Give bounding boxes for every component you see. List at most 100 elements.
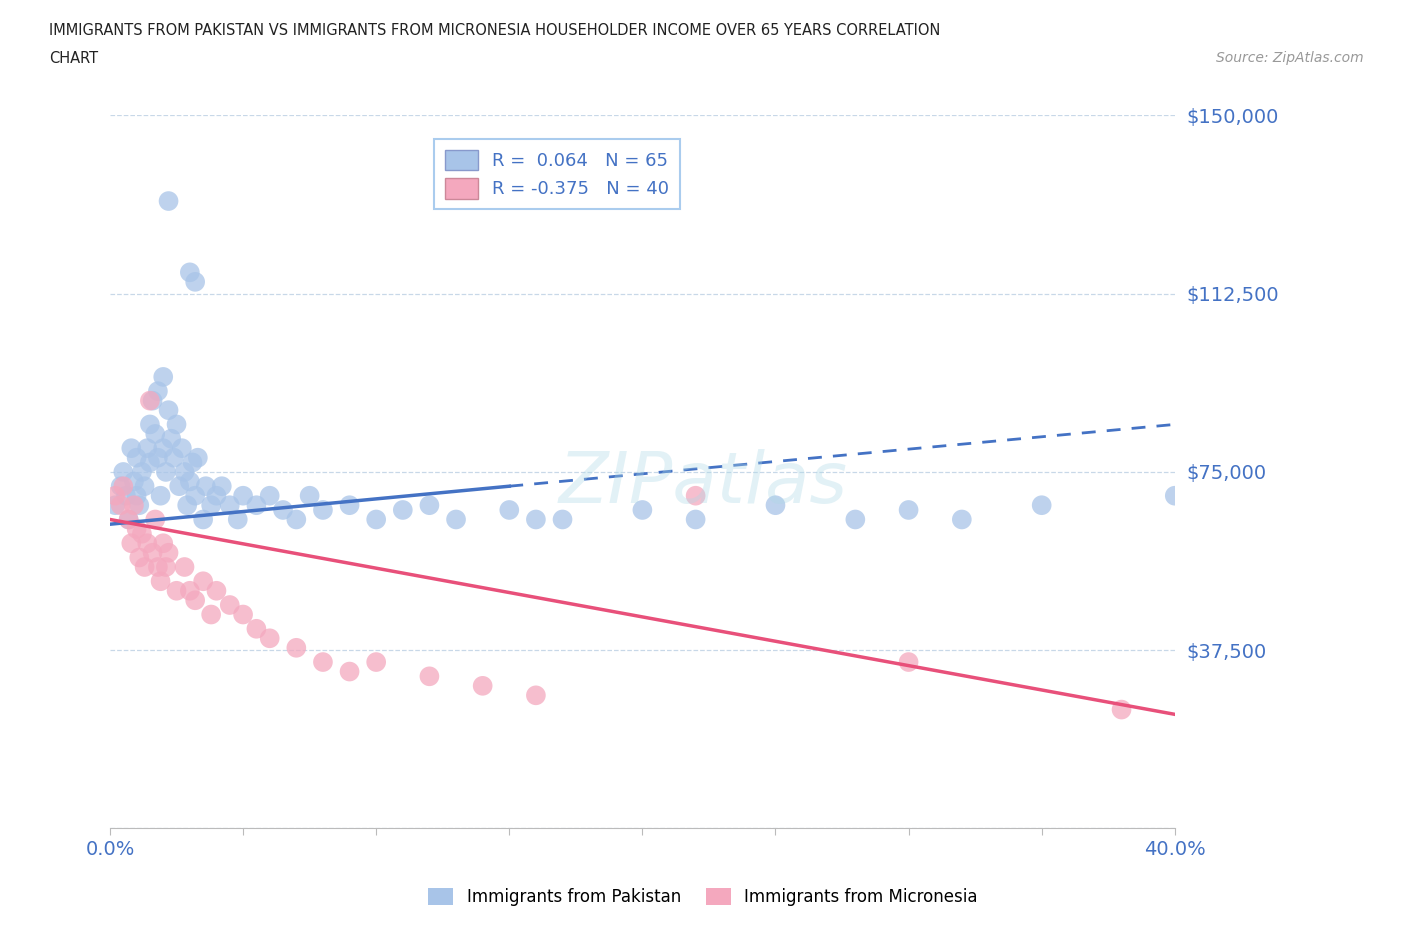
Point <box>131 526 153 541</box>
Point <box>173 464 195 479</box>
Point <box>200 498 222 512</box>
Point <box>143 512 166 527</box>
Point <box>112 479 135 494</box>
Point <box>226 512 249 527</box>
Point <box>122 498 145 512</box>
Point <box>194 479 217 494</box>
Point <box>128 550 150 565</box>
Point <box>152 441 174 456</box>
Point <box>149 574 172 589</box>
Point <box>167 479 190 494</box>
Point <box>685 488 707 503</box>
Point <box>157 403 180 418</box>
Point <box>176 498 198 512</box>
Point <box>897 502 920 517</box>
Point <box>146 560 169 575</box>
Point <box>170 441 193 456</box>
Point <box>245 498 267 512</box>
Point <box>366 655 388 670</box>
Point <box>631 502 654 517</box>
Text: Source: ZipAtlas.com: Source: ZipAtlas.com <box>1216 51 1364 65</box>
Point <box>444 512 467 527</box>
Point <box>125 488 148 503</box>
Point <box>1164 488 1187 503</box>
Point <box>128 498 150 512</box>
Point <box>122 474 145 489</box>
Point <box>205 583 228 598</box>
Point <box>104 488 127 503</box>
Point <box>125 450 148 465</box>
Point <box>232 607 254 622</box>
Point <box>142 545 165 560</box>
Point <box>391 502 413 517</box>
Point <box>166 583 188 598</box>
Point <box>155 464 177 479</box>
Point <box>143 427 166 442</box>
Point <box>218 598 240 613</box>
Point <box>285 512 308 527</box>
Point <box>152 536 174 551</box>
Point <box>184 274 207 289</box>
Point <box>685 512 707 527</box>
Point <box>125 522 148 537</box>
Point <box>271 502 294 517</box>
Point <box>134 560 156 575</box>
Point <box>312 655 335 670</box>
Point <box>218 498 240 512</box>
Point <box>115 488 138 503</box>
Point <box>166 417 188 432</box>
Point <box>120 536 142 551</box>
Point <box>950 512 973 527</box>
Legend: R =  0.064   N = 65, R = -0.375   N = 40: R = 0.064 N = 65, R = -0.375 N = 40 <box>434 139 681 209</box>
Point <box>1111 702 1133 717</box>
Point <box>339 664 361 679</box>
Point <box>211 479 233 494</box>
Point <box>149 488 172 503</box>
Point <box>146 450 169 465</box>
Point <box>191 512 214 527</box>
Point <box>187 450 209 465</box>
Point <box>184 592 207 607</box>
Text: IMMIGRANTS FROM PAKISTAN VS IMMIGRANTS FROM MICRONESIA HOUSEHOLDER INCOME OVER 6: IMMIGRANTS FROM PAKISTAN VS IMMIGRANTS F… <box>49 23 941 38</box>
Point <box>897 655 920 670</box>
Point <box>179 583 201 598</box>
Point <box>471 678 494 693</box>
Point <box>139 393 162 408</box>
Point <box>110 498 132 512</box>
Point <box>104 498 127 512</box>
Point <box>157 545 180 560</box>
Point <box>312 502 335 517</box>
Point <box>163 450 186 465</box>
Point <box>191 574 214 589</box>
Text: CHART: CHART <box>49 51 98 66</box>
Point <box>418 498 440 512</box>
Point <box>134 479 156 494</box>
Point <box>366 512 388 527</box>
Point <box>200 607 222 622</box>
Point <box>152 369 174 384</box>
Point <box>245 621 267 636</box>
Point <box>184 488 207 503</box>
Point <box>498 502 520 517</box>
Point <box>110 479 132 494</box>
Point <box>259 488 281 503</box>
Point <box>551 512 574 527</box>
Point <box>136 536 159 551</box>
Point <box>139 417 162 432</box>
Text: ZIPatlas: ZIPatlas <box>558 449 848 518</box>
Point <box>181 455 204 470</box>
Point <box>136 441 159 456</box>
Point <box>179 265 201 280</box>
Point <box>285 641 308 656</box>
Point <box>179 474 201 489</box>
Point <box>524 512 547 527</box>
Point <box>844 512 866 527</box>
Point <box>173 560 195 575</box>
Point <box>524 688 547 703</box>
Point <box>339 498 361 512</box>
Point <box>765 498 787 512</box>
Point <box>139 455 162 470</box>
Point <box>157 193 180 208</box>
Legend: Immigrants from Pakistan, Immigrants from Micronesia: Immigrants from Pakistan, Immigrants fro… <box>422 881 984 912</box>
Point <box>298 488 321 503</box>
